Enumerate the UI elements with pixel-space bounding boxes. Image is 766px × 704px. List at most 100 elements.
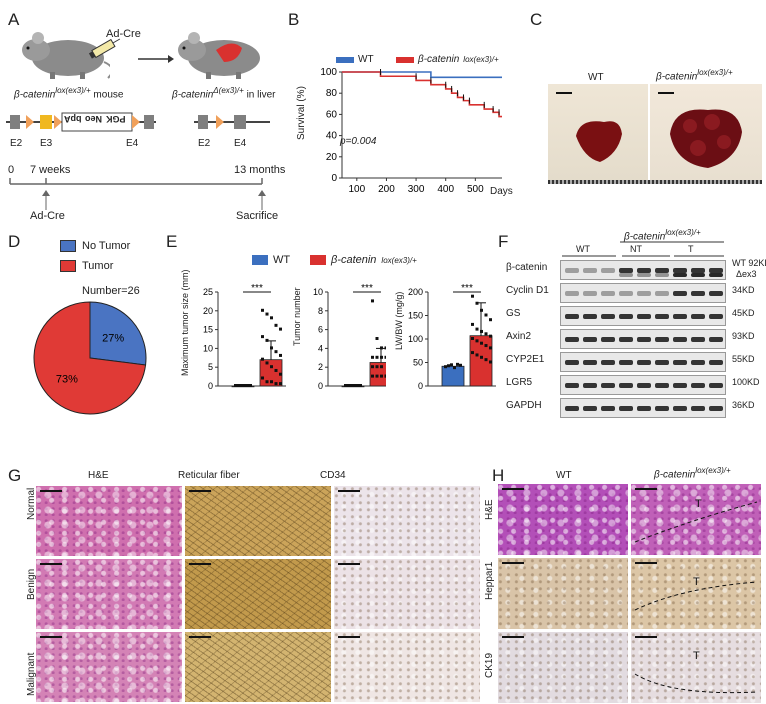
data-point	[475, 353, 479, 357]
data-point	[261, 357, 264, 361]
data-point	[261, 308, 264, 312]
data-point	[270, 316, 273, 320]
blot-band	[655, 268, 669, 273]
histology-grid-g	[36, 486, 480, 702]
timeline-t2: 13 months	[234, 164, 286, 176]
blot-band	[583, 337, 597, 342]
data-point	[475, 339, 479, 343]
exon-e2: E2	[10, 138, 23, 149]
data-point	[480, 355, 483, 359]
e1-ylabel: Maximum tumor size (mm)	[180, 269, 190, 376]
blot-row: GS 45KD	[506, 304, 766, 327]
bar-chart-tumor-number: 0 2 4 6 8 10 ***	[313, 283, 386, 391]
blot-band	[637, 383, 651, 388]
mouse-left-label: β-cateninlox(ex3)/+ mouse	[14, 86, 124, 101]
blot-band	[691, 268, 705, 273]
data-point	[274, 382, 278, 386]
blot-band	[655, 291, 669, 296]
y-tick-label: 100	[320, 67, 337, 78]
data-point	[375, 337, 379, 340]
h-mut-ck19: T	[631, 632, 761, 703]
data-point	[380, 346, 383, 350]
y-tick-label: 50	[413, 358, 423, 368]
data-point	[279, 327, 282, 331]
legend-wt: WT	[336, 54, 374, 65]
legend-tumor-swatch	[60, 260, 76, 272]
data-point	[234, 384, 237, 387]
x-tick-label: 400	[437, 184, 454, 195]
data-point	[371, 374, 374, 378]
blot-band	[637, 314, 651, 319]
blot-band	[709, 268, 723, 273]
blot-band	[655, 337, 669, 342]
e-legend-wt-swatch	[252, 255, 268, 265]
blot-band	[619, 406, 633, 411]
timeline-sacrifice: Sacrifice	[236, 210, 279, 222]
sig-label: ***	[361, 283, 373, 294]
e3-ylabel: LW/BW (mg/g)	[394, 291, 404, 350]
data-point	[444, 365, 447, 369]
h-mut-heppar1: T	[631, 558, 761, 629]
blot-band	[691, 406, 705, 411]
pie-number: Number=26	[82, 285, 140, 297]
pie-slice-no-tumor	[89, 301, 147, 366]
blot-size-label: 93KD	[732, 331, 755, 341]
western-blot: β-catenin WT 92KDΔex3 Cyclin D1 34KD GS 45KD A…	[506, 258, 766, 419]
blot-band	[673, 383, 687, 388]
data-point	[456, 362, 459, 366]
g-malignant-reticular	[185, 632, 331, 702]
pie-slice-tumor	[33, 301, 147, 415]
blot-band	[583, 406, 597, 411]
h-tumor-label-1: T	[695, 498, 702, 510]
blot-band	[565, 291, 579, 296]
data-point	[270, 346, 273, 350]
h-row-heppar1: Heppar1	[484, 561, 495, 600]
blot-row: β-catenin WT 92KDΔex3	[506, 258, 766, 281]
data-point	[274, 350, 278, 354]
data-point	[475, 301, 479, 305]
survival-ylabel: Survival (%)	[296, 86, 307, 140]
legend-mut: β-catenin lox(ex3)/+	[396, 54, 499, 65]
blot-size-label: 45KD	[732, 308, 755, 318]
data-point	[475, 327, 479, 331]
data-point	[471, 322, 474, 326]
y-tick-label: 100	[408, 334, 423, 344]
bar-chart-tumor-size: 0 5 10 15 20 25 ***	[203, 283, 286, 391]
blot-size-label: 36KD	[732, 400, 755, 410]
blot-band	[601, 337, 615, 342]
pie-label: 27%	[102, 333, 124, 345]
y-tick-label: 200	[408, 287, 423, 297]
h-tumor-label-2: T	[693, 576, 700, 588]
data-point	[484, 344, 488, 348]
blot-row-label: CYP2E1	[506, 354, 545, 365]
blot-band-strip	[560, 398, 726, 418]
data-point	[489, 360, 492, 364]
photo-wt-label: WT	[588, 72, 604, 83]
data-point	[265, 380, 269, 384]
blot-band	[601, 383, 615, 388]
blot-band	[637, 291, 651, 296]
blot-band	[619, 337, 633, 342]
liver-photo-wt	[548, 84, 648, 180]
data-point	[489, 334, 492, 338]
histology-grid-h: T T T	[498, 484, 762, 703]
blot-size-label: 55KD	[732, 354, 755, 364]
panel-label-f: F	[498, 232, 509, 251]
blot-band	[565, 383, 579, 388]
timeline-t0: 0	[8, 164, 15, 176]
blot-band	[691, 360, 705, 365]
g-col-reticular: Reticular fiber	[178, 470, 240, 481]
blot-band-delta	[673, 273, 687, 277]
blot-band	[673, 291, 687, 296]
legend-no-tumor: No Tumor	[60, 240, 130, 252]
data-point	[453, 366, 456, 370]
h-wt-heppar1	[498, 558, 628, 629]
e-legend-mut: β-catenin lox(ex3)/+	[310, 254, 417, 266]
x-tick-label: 300	[408, 184, 425, 195]
blot-band	[673, 360, 687, 365]
y-tick-label: 5	[208, 362, 213, 372]
data-point	[274, 368, 278, 372]
blot-group-wt: WT	[576, 244, 590, 254]
g-benign-reticular	[185, 559, 331, 629]
blot-size-label: WT 92KD	[732, 258, 766, 268]
